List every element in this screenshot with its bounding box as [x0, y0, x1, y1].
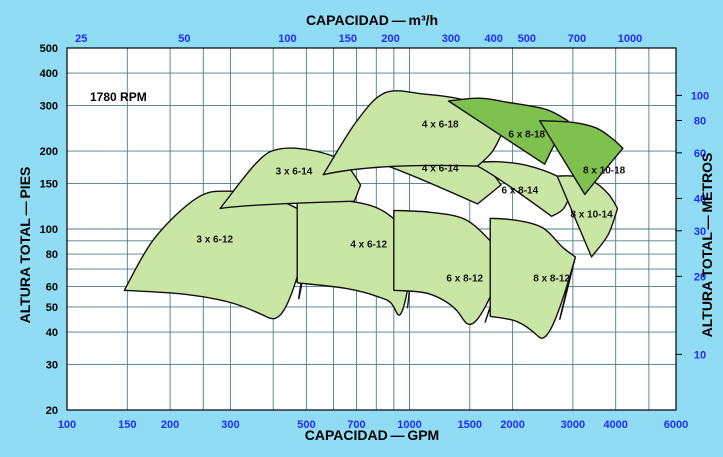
- y-tick-label-right: 60: [694, 148, 706, 160]
- x-tick-label-bottom: 3000: [561, 419, 585, 431]
- y-tick-label-right: 10: [694, 349, 706, 361]
- pump-label-8x10-14: 8 x 10-14: [570, 209, 613, 220]
- pump-label-4x6-14: 4 x 6-14: [422, 163, 459, 174]
- x-tick-label-top: 400: [485, 33, 503, 45]
- y-tick-label-right: 20: [694, 271, 706, 283]
- axis-ticks: 100 150 200 300 500 700 1000 1500 2000 3000 4000 60…: [40, 33, 710, 431]
- pump-label-4x6-18: 4 x 6-18: [422, 120, 459, 131]
- y-axis-title-right: ALTURA TOTAL — METROS: [699, 153, 715, 338]
- pump-area-3x6-12: [123, 190, 313, 320]
- y-tick-label-right: 80: [694, 115, 706, 127]
- x-tick-label-bottom: 700: [347, 419, 365, 431]
- x-axis-title-bottom: CAPACIDAD — GPM: [305, 427, 439, 443]
- x-tick-label-top: 1000: [618, 33, 642, 45]
- y-axis-title-left: ALTURA TOTAL — PIES: [17, 167, 33, 324]
- x-tick-label-bottom: 1000: [397, 419, 421, 431]
- x-tick-label-bottom: 200: [161, 419, 179, 431]
- x-tick-label-top: 200: [381, 33, 399, 45]
- x-tick-label-bottom: 2000: [500, 419, 524, 431]
- y-tick-label-left: 50: [46, 302, 58, 314]
- plot-frame: [66, 47, 677, 411]
- x-tick-label-bottom: 300: [221, 419, 239, 431]
- x-tick-label-top: 50: [178, 33, 190, 45]
- pump-label-8x10-18: 8 x 10-18: [583, 165, 626, 176]
- x-tick-label-top: 700: [568, 33, 586, 45]
- x-tick-label-bottom: 150: [118, 419, 136, 431]
- pump-label-8x8-12: 8 x 8-12: [533, 273, 570, 284]
- x-tick-label-bottom: 6000: [664, 419, 688, 431]
- y-tick-label-left: 150: [40, 178, 58, 190]
- y-tick-label-left: 300: [40, 100, 58, 112]
- x-tick-label-bottom: 100: [58, 419, 76, 431]
- y-tick-label-left: 400: [40, 68, 58, 80]
- x-tick-label-bottom: 4000: [603, 419, 627, 431]
- x-tick-label-bottom: 500: [297, 419, 315, 431]
- y-tick-label-right: 40: [694, 193, 706, 205]
- pump-area-8x10-18: [539, 120, 624, 196]
- y-tick-label-left: 100: [40, 224, 58, 236]
- pump-label-6x8-14: 6 x 8-14: [501, 186, 538, 197]
- x-tick-label-bottom: 1500: [458, 419, 482, 431]
- x-tick-label-top: 150: [339, 33, 357, 45]
- y-tick-label-left: 60: [46, 281, 58, 293]
- y-tick-label-right: 30: [694, 226, 706, 238]
- pump-curve-areas: [123, 90, 624, 339]
- pump-label-6x8-18: 6 x 8-18: [508, 129, 545, 140]
- pump-label-3x6-14: 3 x 6-14: [276, 167, 313, 178]
- pump-area-6x8-12: [393, 209, 506, 326]
- pump-area-8x8-12: [489, 217, 577, 339]
- x-tick-label-top: 500: [518, 33, 536, 45]
- pump-label-3x6-12: 3 x 6-12: [196, 234, 233, 245]
- pump-labels: 3 x 6-12 4 x 6-12 6 x 8-12 8 x 8-12 3 x 6-14…: [196, 120, 625, 285]
- rpm-label: 1780 RPM: [90, 90, 147, 104]
- y-tick-label-left: 80: [46, 249, 58, 261]
- x-tick-label-top: 300: [442, 33, 460, 45]
- y-tick-label-right: 100: [691, 90, 709, 102]
- y-tick-label-left: 20: [46, 405, 58, 417]
- y-tick-label-left: 500: [40, 43, 58, 55]
- x-axis-title-top: CAPACIDAD — m³/h: [306, 12, 438, 28]
- x-tick-label-top: 25: [75, 33, 87, 45]
- y-tick-label-left: 40: [46, 327, 58, 339]
- pump-label-4x6-12: 4 x 6-12: [350, 239, 387, 250]
- y-tick-label-left: 200: [40, 146, 58, 158]
- y-tick-label-left: 30: [46, 359, 58, 371]
- pump-label-6x8-12: 6 x 8-12: [446, 273, 483, 284]
- x-tick-label-top: 100: [278, 33, 296, 45]
